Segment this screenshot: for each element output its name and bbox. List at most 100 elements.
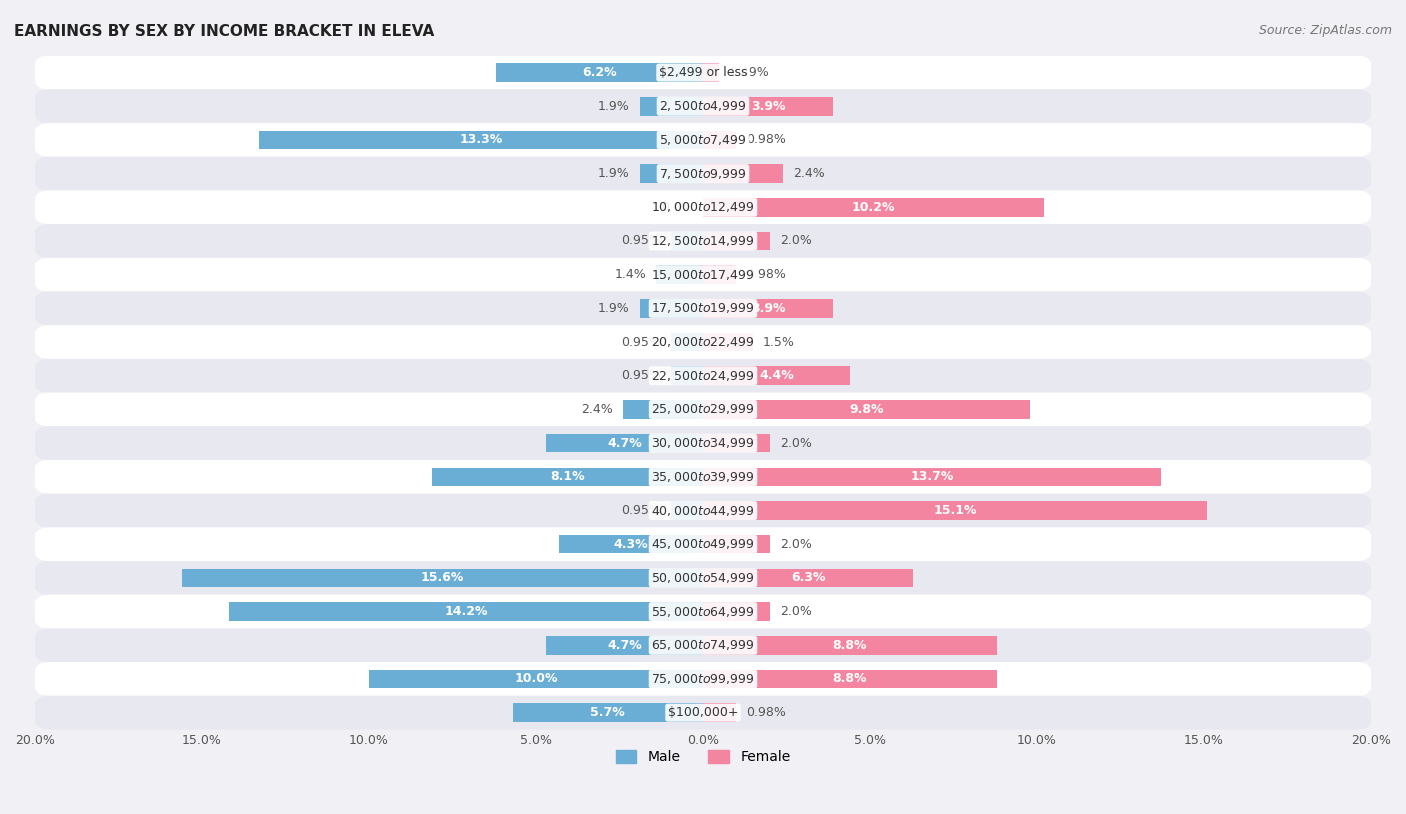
Text: 0.0%: 0.0% bbox=[661, 201, 693, 214]
FancyBboxPatch shape bbox=[34, 427, 1372, 460]
Text: $15,000 to $17,499: $15,000 to $17,499 bbox=[651, 268, 755, 282]
FancyBboxPatch shape bbox=[34, 628, 1372, 662]
Bar bbox=[671, 232, 703, 250]
Text: $10,000 to $12,499: $10,000 to $12,499 bbox=[651, 200, 755, 214]
Bar bbox=[703, 400, 1031, 418]
Bar bbox=[703, 366, 851, 385]
Text: 6.2%: 6.2% bbox=[582, 66, 617, 79]
Text: $20,000 to $22,499: $20,000 to $22,499 bbox=[651, 335, 755, 349]
Bar bbox=[181, 569, 703, 587]
FancyBboxPatch shape bbox=[34, 460, 1372, 493]
Text: $12,500 to $14,999: $12,500 to $14,999 bbox=[651, 234, 755, 248]
Text: $22,500 to $24,999: $22,500 to $24,999 bbox=[651, 369, 755, 383]
Text: $7,500 to $9,999: $7,500 to $9,999 bbox=[659, 167, 747, 181]
Bar bbox=[671, 501, 703, 520]
FancyBboxPatch shape bbox=[34, 359, 1372, 392]
Text: $2,499 or less: $2,499 or less bbox=[659, 66, 747, 79]
Text: 0.98%: 0.98% bbox=[745, 133, 786, 147]
Bar bbox=[703, 501, 1208, 520]
Text: 5.7%: 5.7% bbox=[591, 707, 626, 719]
FancyBboxPatch shape bbox=[34, 258, 1372, 291]
Text: 4.7%: 4.7% bbox=[607, 639, 643, 652]
Text: $50,000 to $54,999: $50,000 to $54,999 bbox=[651, 571, 755, 585]
Text: $30,000 to $34,999: $30,000 to $34,999 bbox=[651, 436, 755, 450]
Text: 2.0%: 2.0% bbox=[780, 605, 811, 618]
FancyBboxPatch shape bbox=[34, 190, 1372, 224]
Text: $40,000 to $44,999: $40,000 to $44,999 bbox=[651, 504, 755, 518]
Bar bbox=[703, 63, 720, 82]
FancyBboxPatch shape bbox=[34, 326, 1372, 359]
Text: 2.0%: 2.0% bbox=[780, 234, 811, 247]
Text: 4.3%: 4.3% bbox=[614, 538, 648, 551]
Text: 1.9%: 1.9% bbox=[598, 302, 630, 315]
FancyBboxPatch shape bbox=[34, 696, 1372, 729]
Bar bbox=[640, 299, 703, 317]
Text: 3.9%: 3.9% bbox=[751, 302, 786, 315]
Text: 0.95%: 0.95% bbox=[621, 504, 661, 517]
Text: $25,000 to $29,999: $25,000 to $29,999 bbox=[651, 402, 755, 417]
Text: $35,000 to $39,999: $35,000 to $39,999 bbox=[651, 470, 755, 484]
Text: EARNINGS BY SEX BY INCOME BRACKET IN ELEVA: EARNINGS BY SEX BY INCOME BRACKET IN ELE… bbox=[14, 24, 434, 39]
Bar bbox=[703, 703, 735, 722]
Text: 14.2%: 14.2% bbox=[444, 605, 488, 618]
Text: Source: ZipAtlas.com: Source: ZipAtlas.com bbox=[1258, 24, 1392, 37]
Legend: Male, Female: Male, Female bbox=[610, 745, 796, 770]
Text: $55,000 to $64,999: $55,000 to $64,999 bbox=[651, 605, 755, 619]
FancyBboxPatch shape bbox=[34, 527, 1372, 561]
Text: 10.0%: 10.0% bbox=[515, 672, 558, 685]
FancyBboxPatch shape bbox=[34, 224, 1372, 258]
FancyBboxPatch shape bbox=[34, 55, 1372, 90]
Text: 4.4%: 4.4% bbox=[759, 370, 794, 383]
FancyBboxPatch shape bbox=[34, 662, 1372, 696]
Bar bbox=[703, 636, 997, 654]
Bar bbox=[703, 569, 914, 587]
Bar bbox=[703, 333, 754, 352]
FancyBboxPatch shape bbox=[34, 493, 1372, 527]
Text: $5,000 to $7,499: $5,000 to $7,499 bbox=[659, 133, 747, 147]
Bar bbox=[703, 299, 834, 317]
FancyBboxPatch shape bbox=[34, 392, 1372, 427]
Text: 6.3%: 6.3% bbox=[792, 571, 825, 584]
Bar bbox=[703, 602, 770, 621]
Bar bbox=[368, 670, 703, 689]
Bar bbox=[657, 265, 703, 284]
Bar bbox=[703, 670, 997, 689]
Text: 8.8%: 8.8% bbox=[832, 639, 868, 652]
Text: 1.9%: 1.9% bbox=[598, 100, 630, 112]
Text: 2.0%: 2.0% bbox=[780, 538, 811, 551]
Text: 13.3%: 13.3% bbox=[460, 133, 502, 147]
FancyBboxPatch shape bbox=[34, 595, 1372, 628]
Text: 1.9%: 1.9% bbox=[598, 167, 630, 180]
Text: $45,000 to $49,999: $45,000 to $49,999 bbox=[651, 537, 755, 551]
Bar bbox=[546, 434, 703, 453]
Text: 1.5%: 1.5% bbox=[763, 335, 794, 348]
Text: $17,500 to $19,999: $17,500 to $19,999 bbox=[651, 301, 755, 315]
Bar bbox=[703, 467, 1160, 486]
Text: 2.4%: 2.4% bbox=[793, 167, 825, 180]
FancyBboxPatch shape bbox=[34, 291, 1372, 326]
Text: 15.1%: 15.1% bbox=[934, 504, 977, 517]
Text: 13.7%: 13.7% bbox=[910, 470, 953, 484]
Bar bbox=[496, 63, 703, 82]
Bar bbox=[703, 164, 783, 183]
Bar bbox=[671, 333, 703, 352]
Text: 0.95%: 0.95% bbox=[621, 370, 661, 383]
FancyBboxPatch shape bbox=[34, 123, 1372, 157]
Text: 15.6%: 15.6% bbox=[420, 571, 464, 584]
Bar bbox=[640, 97, 703, 116]
Text: 10.2%: 10.2% bbox=[852, 201, 896, 214]
Bar bbox=[703, 434, 770, 453]
Bar bbox=[259, 131, 703, 149]
Bar bbox=[703, 535, 770, 554]
Bar bbox=[703, 131, 735, 149]
Bar bbox=[703, 97, 834, 116]
Bar bbox=[433, 467, 703, 486]
Bar bbox=[640, 164, 703, 183]
Text: 0.98%: 0.98% bbox=[745, 268, 786, 281]
Text: 2.4%: 2.4% bbox=[581, 403, 613, 416]
Bar bbox=[671, 366, 703, 385]
Bar bbox=[623, 400, 703, 418]
Text: 0.95%: 0.95% bbox=[621, 234, 661, 247]
Text: $75,000 to $99,999: $75,000 to $99,999 bbox=[651, 672, 755, 686]
Bar bbox=[560, 535, 703, 554]
